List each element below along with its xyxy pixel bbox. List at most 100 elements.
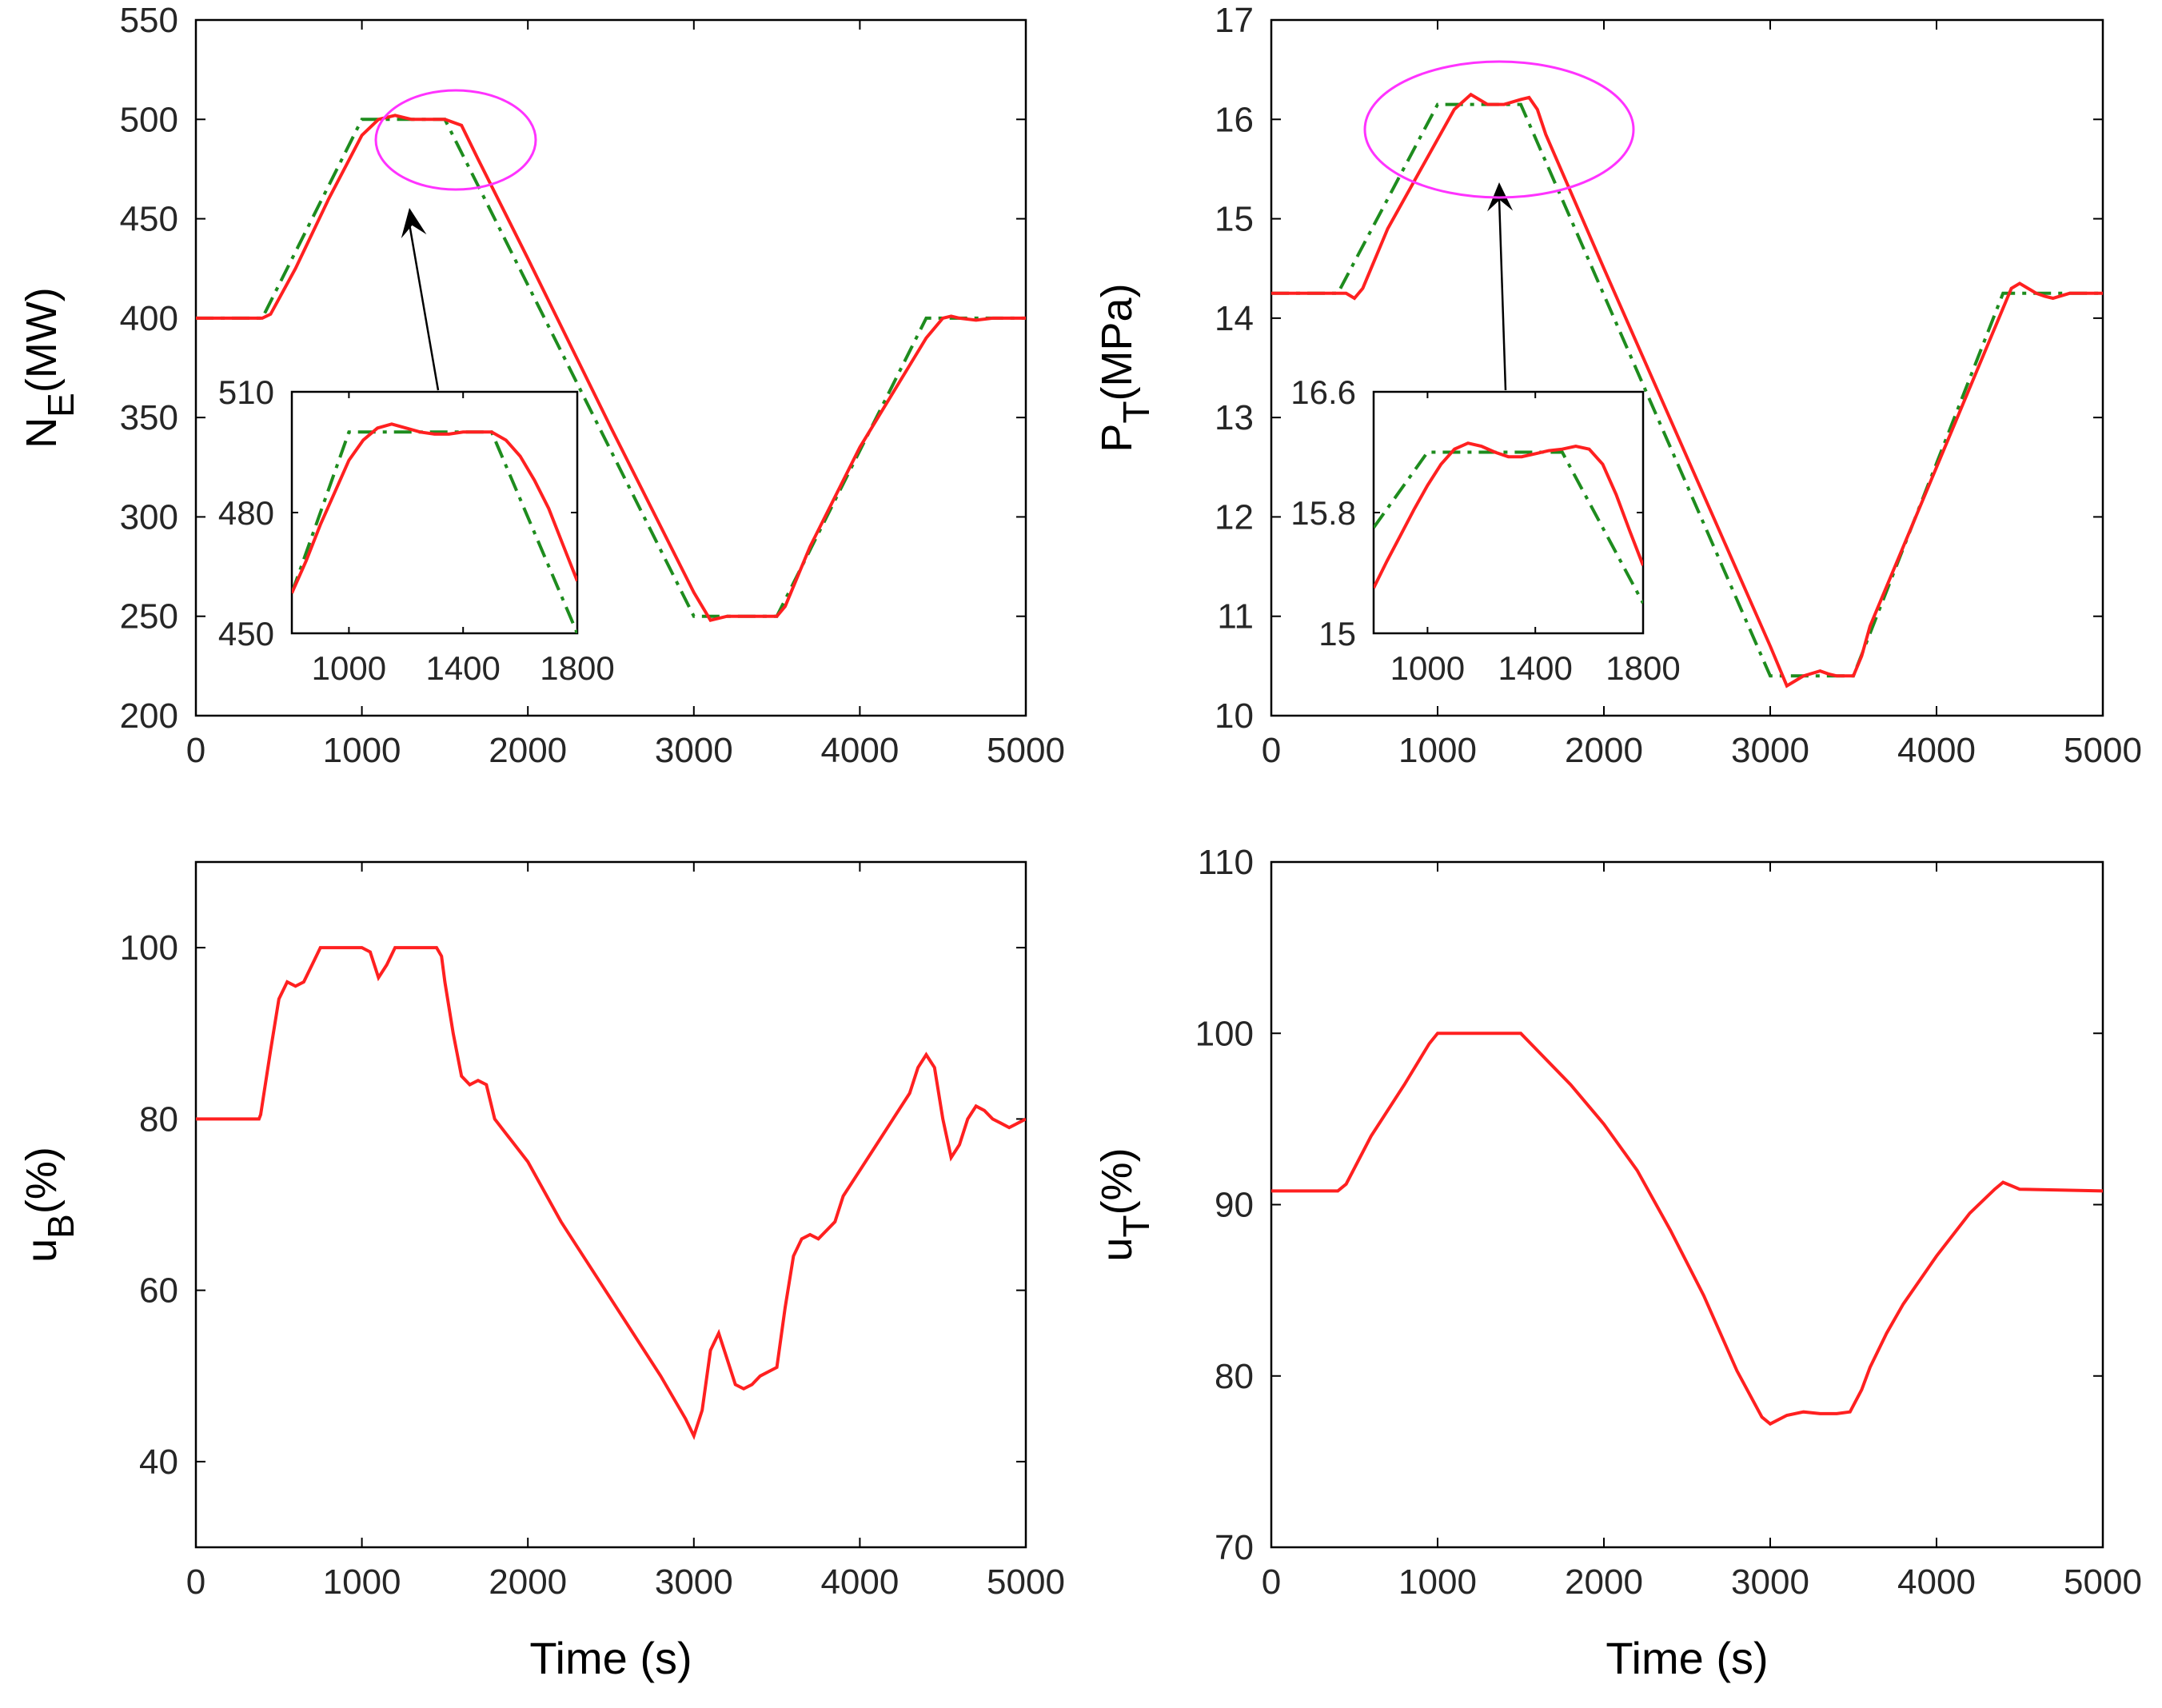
chart-ut-xtick-label: 2000 bbox=[1565, 1562, 1643, 1602]
chart-pt-xtick-label: 2000 bbox=[1565, 731, 1643, 770]
chart-ut-ytick-label: 90 bbox=[1215, 1186, 1254, 1225]
chart-ub-ytick-label: 100 bbox=[120, 928, 178, 968]
chart-ub-ytick-label: 60 bbox=[139, 1271, 178, 1311]
chart-ne-ytick-label: 350 bbox=[120, 398, 178, 437]
chart-ut-xtick-label: 5000 bbox=[2064, 1562, 2142, 1602]
chart-ut-xtick-label: 1000 bbox=[1398, 1562, 1477, 1602]
chart-ne-zoom-arrow-head bbox=[401, 208, 427, 239]
chart-pt-series-reference bbox=[1271, 102, 2103, 678]
chart-ne-inset-ytick-label: 510 bbox=[218, 373, 274, 411]
chart-ne-xtick-label: 5000 bbox=[987, 731, 1065, 770]
chart-ne-ytick-label: 500 bbox=[120, 100, 178, 139]
chart-pt-series-group bbox=[1271, 92, 2103, 688]
chart-ub-ylabel-main: u bbox=[18, 1239, 66, 1263]
chart-ut-ytick-label: 80 bbox=[1215, 1357, 1254, 1396]
chart-pt-inset-ytick-label: 15.8 bbox=[1290, 494, 1356, 532]
chart-pt-ytick-label: 14 bbox=[1215, 299, 1254, 338]
chart-ut-ylabel-units: (%) bbox=[1093, 1147, 1141, 1215]
chart-panel-ut: 0 1000 2000 3000 4000 5000 70 80 90 100 110 uT(%) Ti… bbox=[1093, 843, 2142, 1683]
chart-ub-ylabel: uB(%) bbox=[18, 1147, 82, 1263]
chart-ne-ytick-label: 200 bbox=[120, 696, 178, 736]
chart-ne-ytick-label: 250 bbox=[120, 597, 178, 637]
chart-ub-ytick-label: 80 bbox=[139, 1099, 178, 1139]
chart-pt-ytick-label: 12 bbox=[1215, 497, 1254, 537]
chart-pt-ytick-label: 16 bbox=[1215, 100, 1254, 139]
chart-ne-inset-ytick-label: 450 bbox=[218, 615, 274, 652]
chart-panel-ne: 0 1000 2000 3000 4000 5000 200 250 300 350 400 450 5… bbox=[18, 1, 1065, 770]
chart-ne-inset-plot-area bbox=[290, 390, 579, 635]
chart-ut-ytick-label: 70 bbox=[1215, 1528, 1254, 1567]
chart-pt-ytick-label: 15 bbox=[1215, 200, 1254, 239]
chart-ub-ytick-label: 40 bbox=[139, 1443, 178, 1482]
chart-ut-ytick-label: 100 bbox=[1195, 1014, 1254, 1053]
chart-ne-zoom-highlight-ellipse bbox=[374, 89, 537, 191]
chart-pt-ylabel-subscript: T bbox=[1115, 401, 1157, 423]
chart-pt-inset-ytick-label: 15 bbox=[1318, 615, 1356, 652]
chart-ub-series-actual bbox=[196, 946, 1026, 1441]
chart-ne-ytick-label: 450 bbox=[120, 200, 178, 239]
chart-ne-ytick-label: 550 bbox=[120, 1, 178, 40]
chart-ut-xtick-label: 0 bbox=[1262, 1562, 1281, 1602]
chart-ub-plot-area bbox=[194, 860, 1027, 1549]
chart-pt-zoom-highlight-ellipse bbox=[1363, 60, 1635, 199]
chart-ne-zoom-arrow-line bbox=[408, 223, 440, 391]
chart-ut-series-actual bbox=[1271, 1032, 2103, 1427]
chart-pt-ylabel: PT(MPa) bbox=[1093, 283, 1157, 452]
chart-ne-ylabel: NE(MW) bbox=[18, 287, 82, 449]
chart-ne-xtick-label: 0 bbox=[186, 731, 205, 770]
chart-pt-xtick-label: 1000 bbox=[1398, 731, 1477, 770]
chart-ub-xtick-label: 4000 bbox=[820, 1562, 899, 1602]
chart-pt-inset-xtick-label: 1800 bbox=[1606, 649, 1680, 687]
chart-ne-inset-series-group bbox=[292, 422, 577, 633]
chart-ut-xtick-label: 3000 bbox=[1731, 1562, 1809, 1602]
chart-ne-series-reference bbox=[196, 118, 1026, 618]
chart-ne-ytick-label: 300 bbox=[120, 497, 178, 537]
chart-pt-inset-series-actual bbox=[1374, 441, 1643, 589]
chart-ub-xtick-label: 1000 bbox=[323, 1562, 401, 1602]
chart-ne-inset-ytick-label: 480 bbox=[218, 494, 274, 532]
chart-pt-inset-plot-area bbox=[1372, 390, 1645, 635]
chart-pt-xtick-label: 4000 bbox=[1897, 731, 1976, 770]
chart-ne-inset-xtick-label: 1800 bbox=[540, 649, 614, 687]
chart-ut-ylabel: uT(%) bbox=[1093, 1147, 1157, 1261]
chart-pt-ytick-label: 17 bbox=[1215, 1, 1254, 40]
chart-pt-zoom-arrow-line bbox=[1498, 198, 1507, 391]
chart-pt-xtick-label: 0 bbox=[1262, 731, 1281, 770]
chart-ne-inset-xtick-label: 1400 bbox=[425, 649, 500, 687]
chart-ne-xtick-label: 3000 bbox=[655, 731, 733, 770]
chart-ub-xtick-label: 5000 bbox=[987, 1562, 1065, 1602]
chart-pt-inset-xtick-label: 1000 bbox=[1390, 649, 1465, 687]
chart-panel-ub: 0 1000 2000 3000 4000 5000 40 60 80 100 uB(%) Time … bbox=[18, 860, 1065, 1683]
chart-ub-ylabel-units: (%) bbox=[18, 1147, 66, 1214]
chart-ne-xtick-label: 1000 bbox=[323, 731, 401, 770]
chart-ut-series-group bbox=[1271, 1032, 2103, 1427]
chart-ut-xtick-label: 4000 bbox=[1897, 1562, 1976, 1602]
chart-pt-ylabel-units: (MPa) bbox=[1093, 283, 1141, 401]
chart-ut-xlabel: Time (s) bbox=[1606, 1633, 1768, 1683]
chart-pt-ylabel-main: P bbox=[1093, 424, 1141, 453]
chart-ne-inset-series-actual bbox=[292, 422, 577, 594]
chart-pt-ytick-label: 11 bbox=[1217, 597, 1254, 637]
chart-pt-xtick-label: 5000 bbox=[2064, 731, 2142, 770]
chart-pt-series-actual bbox=[1271, 92, 2103, 688]
chart-ut-ylabel-main: u bbox=[1093, 1238, 1141, 1262]
chart-ne-series-actual bbox=[196, 114, 1026, 622]
chart-ub-xlabel: Time (s) bbox=[529, 1633, 692, 1683]
chart-ub-xtick-label: 0 bbox=[186, 1562, 205, 1602]
chart-ub-series-group bbox=[196, 946, 1026, 1441]
chart-ne-xtick-label: 4000 bbox=[820, 731, 899, 770]
chart-ne-ytick-label: 400 bbox=[120, 299, 178, 338]
chart-pt-ytick-label: 13 bbox=[1215, 398, 1254, 437]
chart-pt-xtick-label: 3000 bbox=[1731, 731, 1809, 770]
chart-ne-xtick-label: 2000 bbox=[489, 731, 567, 770]
chart-ne-series-group bbox=[196, 114, 1026, 622]
chart-ut-plot-area bbox=[1270, 860, 2104, 1549]
chart-ub-ylabel-subscript: B bbox=[40, 1214, 82, 1239]
chart-ut-ylabel-subscript: T bbox=[1115, 1215, 1157, 1237]
chart-ub-xtick-label: 2000 bbox=[489, 1562, 567, 1602]
chart-panel-pt: 0 1000 2000 3000 4000 5000 10 11 12 13 14 15 16 17 PT(… bbox=[1093, 1, 2142, 770]
chart-ut-ytick-label: 110 bbox=[1198, 843, 1254, 882]
chart-ub-xtick-label: 3000 bbox=[655, 1562, 733, 1602]
chart-ne-ylabel-main: N bbox=[18, 417, 66, 449]
